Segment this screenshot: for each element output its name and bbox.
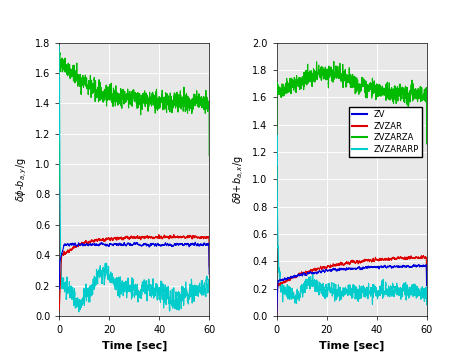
Legend: ZV, ZVZAR, ZVZARZA, ZVZARARP: ZV, ZVZAR, ZVZARZA, ZVZARARP [349,107,422,157]
Y-axis label: $\delta\phi$-$b_{a,y}$/g: $\delta\phi$-$b_{a,y}$/g [15,157,29,202]
Y-axis label: $\delta\theta$+$b_{a,x}$/g: $\delta\theta$+$b_{a,x}$/g [232,155,246,204]
X-axis label: Time [sec]: Time [sec] [101,340,167,351]
X-axis label: Time [sec]: Time [sec] [319,340,384,351]
